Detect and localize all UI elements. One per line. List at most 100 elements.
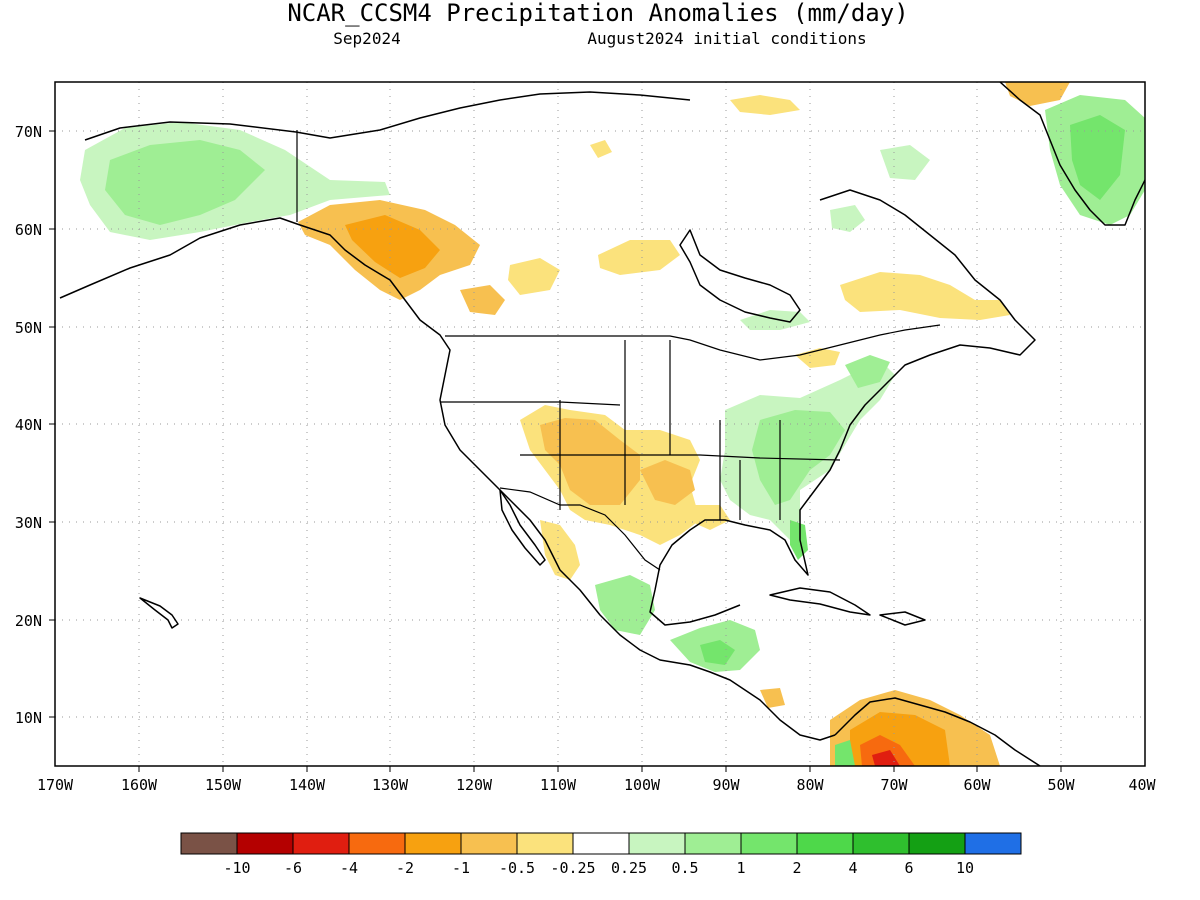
us-canada-border: [445, 324, 941, 361]
coastline-cuba: [769, 587, 871, 616]
canada-central-dry: [508, 258, 560, 295]
lat-tick-label: 60N: [15, 221, 42, 239]
colorbar-swatch: [516, 832, 574, 855]
greenland-wet-core: [1070, 115, 1125, 200]
colorbar-swatches: [180, 832, 1022, 855]
map-title: NCAR_CCSM4 Precipitation Anomalies (mm/d…: [287, 0, 908, 27]
colorbar-label: 4: [848, 859, 857, 877]
colorbar-label: -0.25: [550, 859, 595, 877]
lat-tick-label: 50N: [15, 319, 42, 337]
colorbar-label: 0.5: [671, 859, 698, 877]
lon-tick-label: 40W: [1128, 776, 1156, 794]
colorbar-label: -10: [223, 859, 250, 877]
colorbar-label: 2: [792, 859, 801, 877]
us-southwest-dry-core: [540, 418, 640, 505]
colorbar-swatch: [964, 832, 1022, 855]
coastline-hawaii: [139, 597, 179, 629]
panama-dry: [760, 688, 785, 708]
alaska-wet-core: [105, 140, 265, 225]
hudson-west-dry: [598, 240, 680, 275]
anomaly-shading: [80, 82, 1145, 766]
colorbar-label: -0.5: [499, 859, 535, 877]
us-east-wet-core: [752, 410, 845, 505]
lon-tick-label: 170W: [37, 776, 74, 794]
lon-tick-label: 90W: [712, 776, 740, 794]
colorbar-swatch: [460, 832, 518, 855]
lon-tick-label: 160W: [121, 776, 158, 794]
labrador-wet: [830, 205, 865, 232]
colorbar-label: 0.25: [611, 859, 647, 877]
coastline-baja: [499, 489, 546, 566]
us-mexico-border: [499, 487, 661, 571]
latitude-tick-marks: [49, 130, 55, 718]
mexico-west-dry: [540, 520, 580, 580]
coastline-arctic-north: [84, 91, 691, 141]
arctic-dry-patch-2: [590, 140, 612, 158]
lon-tick-label: 60W: [963, 776, 991, 794]
coastline-hispaniola: [879, 611, 926, 626]
lat-tick-label: 30N: [15, 514, 42, 532]
map-plot-area: [55, 82, 1145, 766]
new-england-wet: [845, 355, 890, 388]
colorbar-swatch: [908, 832, 966, 855]
lon-tick-label: 70W: [880, 776, 908, 794]
lat-tick-label: 70N: [15, 123, 42, 141]
colorbar-swatch: [572, 832, 630, 855]
colorbar-label: -4: [340, 859, 358, 877]
central-america-wet-core: [700, 640, 735, 665]
longitude-axis: 170W 160W 150W 140W 130W 120W 110W 100W …: [37, 776, 1157, 794]
colorbar-swatch: [628, 832, 686, 855]
political-boundaries: [296, 130, 941, 571]
arctic-wet-patch: [880, 145, 930, 180]
florida-wet: [790, 520, 808, 560]
coastlines: [59, 82, 1145, 766]
colorbar-swatch: [796, 832, 854, 855]
subtitle-initial-conditions: August2024 initial conditions: [587, 29, 866, 48]
coastline-hudson-bay: [679, 229, 801, 323]
colorbar-swatch: [852, 832, 910, 855]
coastline-greenland: [999, 82, 1145, 226]
canada-prairie-dry: [460, 285, 505, 315]
south-america-wet-edge: [835, 740, 855, 766]
texas-dry: [640, 460, 695, 505]
british-columbia-dry-core: [345, 215, 440, 278]
lon-tick-label: 120W: [456, 776, 493, 794]
lon-tick-label: 50W: [1047, 776, 1075, 794]
lon-tick-label: 130W: [372, 776, 409, 794]
latitude-axis: 70N 60N 50N 40N 30N 20N 10N: [15, 123, 42, 727]
colorbar-swatch: [684, 832, 742, 855]
lon-tick-label: 150W: [205, 776, 242, 794]
coastline-south-america: [834, 697, 1041, 766]
lon-tick-label: 100W: [624, 776, 661, 794]
colorbar-label: 10: [956, 859, 974, 877]
colorbar-swatch: [292, 832, 350, 855]
coastline-alaska-arctic: [59, 217, 836, 741]
colorbar-label: -2: [396, 859, 414, 877]
quebec-dry: [840, 272, 1010, 320]
lat-tick-label: 40N: [15, 416, 42, 434]
colorbar-swatch: [348, 832, 406, 855]
lat-tick-label: 10N: [15, 709, 42, 727]
colorbar-swatch: [740, 832, 798, 855]
colorbar-label: 1: [736, 859, 745, 877]
lon-tick-label: 110W: [540, 776, 577, 794]
state-lines-horizontal: [440, 340, 841, 520]
colorbar: -10 -6 -4 -2 -1 -0.5 -0.25 0.25 0.5 1 2 …: [180, 832, 1022, 877]
colorbar-labels: -10 -6 -4 -2 -1 -0.5 -0.25 0.25 0.5 1 2 …: [223, 859, 974, 877]
longitude-tick-marks: [138, 766, 1062, 772]
mexico-south-wet: [595, 575, 655, 635]
colorbar-label: 6: [904, 859, 913, 877]
lon-tick-label: 80W: [796, 776, 824, 794]
coastline-labrador-atlantic: [649, 189, 1036, 626]
colorbar-swatch: [236, 832, 294, 855]
lon-tick-label: 140W: [289, 776, 326, 794]
arctic-dry-patch-1: [730, 95, 800, 115]
subtitle-month: Sep2024: [333, 29, 400, 48]
colorbar-label: -6: [284, 859, 302, 877]
colorbar-swatch: [404, 832, 462, 855]
colorbar-swatch: [180, 832, 238, 855]
lat-tick-label: 20N: [15, 612, 42, 630]
colorbar-label: -1: [452, 859, 470, 877]
south-america-dry-extreme: [872, 750, 900, 766]
